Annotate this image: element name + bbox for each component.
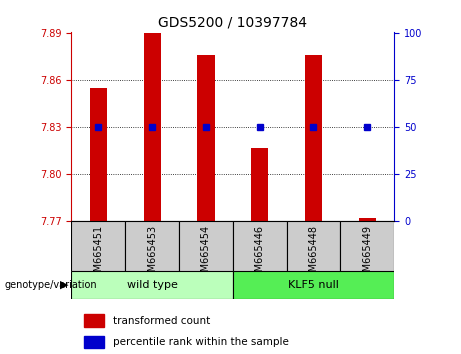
Bar [84, 336, 104, 348]
Bar [71, 221, 125, 271]
Text: ▶: ▶ [60, 280, 68, 290]
Bar [340, 221, 394, 271]
Text: wild type: wild type [127, 280, 177, 290]
Bar [71, 271, 233, 299]
Bar [233, 271, 394, 299]
Text: percentile rank within the sample: percentile rank within the sample [113, 337, 290, 347]
Text: genotype/variation: genotype/variation [5, 280, 97, 290]
Text: GSM665446: GSM665446 [254, 225, 265, 284]
Bar [143, 33, 161, 221]
Bar [251, 148, 268, 221]
Text: KLF5 null: KLF5 null [288, 280, 339, 290]
Bar [125, 221, 179, 271]
Text: GSM665451: GSM665451 [93, 225, 103, 284]
Bar [287, 221, 340, 271]
Bar [179, 221, 233, 271]
Title: GDS5200 / 10397784: GDS5200 / 10397784 [158, 15, 307, 29]
Text: transformed count: transformed count [113, 316, 211, 326]
Bar [359, 218, 376, 221]
Text: GSM665454: GSM665454 [201, 225, 211, 284]
Text: GSM665453: GSM665453 [147, 225, 157, 284]
Text: GSM665448: GSM665448 [308, 225, 319, 284]
Bar [90, 88, 107, 221]
Bar [197, 55, 214, 221]
Bar [233, 221, 287, 271]
Bar [305, 55, 322, 221]
Text: GSM665449: GSM665449 [362, 225, 372, 284]
Bar [84, 314, 104, 327]
